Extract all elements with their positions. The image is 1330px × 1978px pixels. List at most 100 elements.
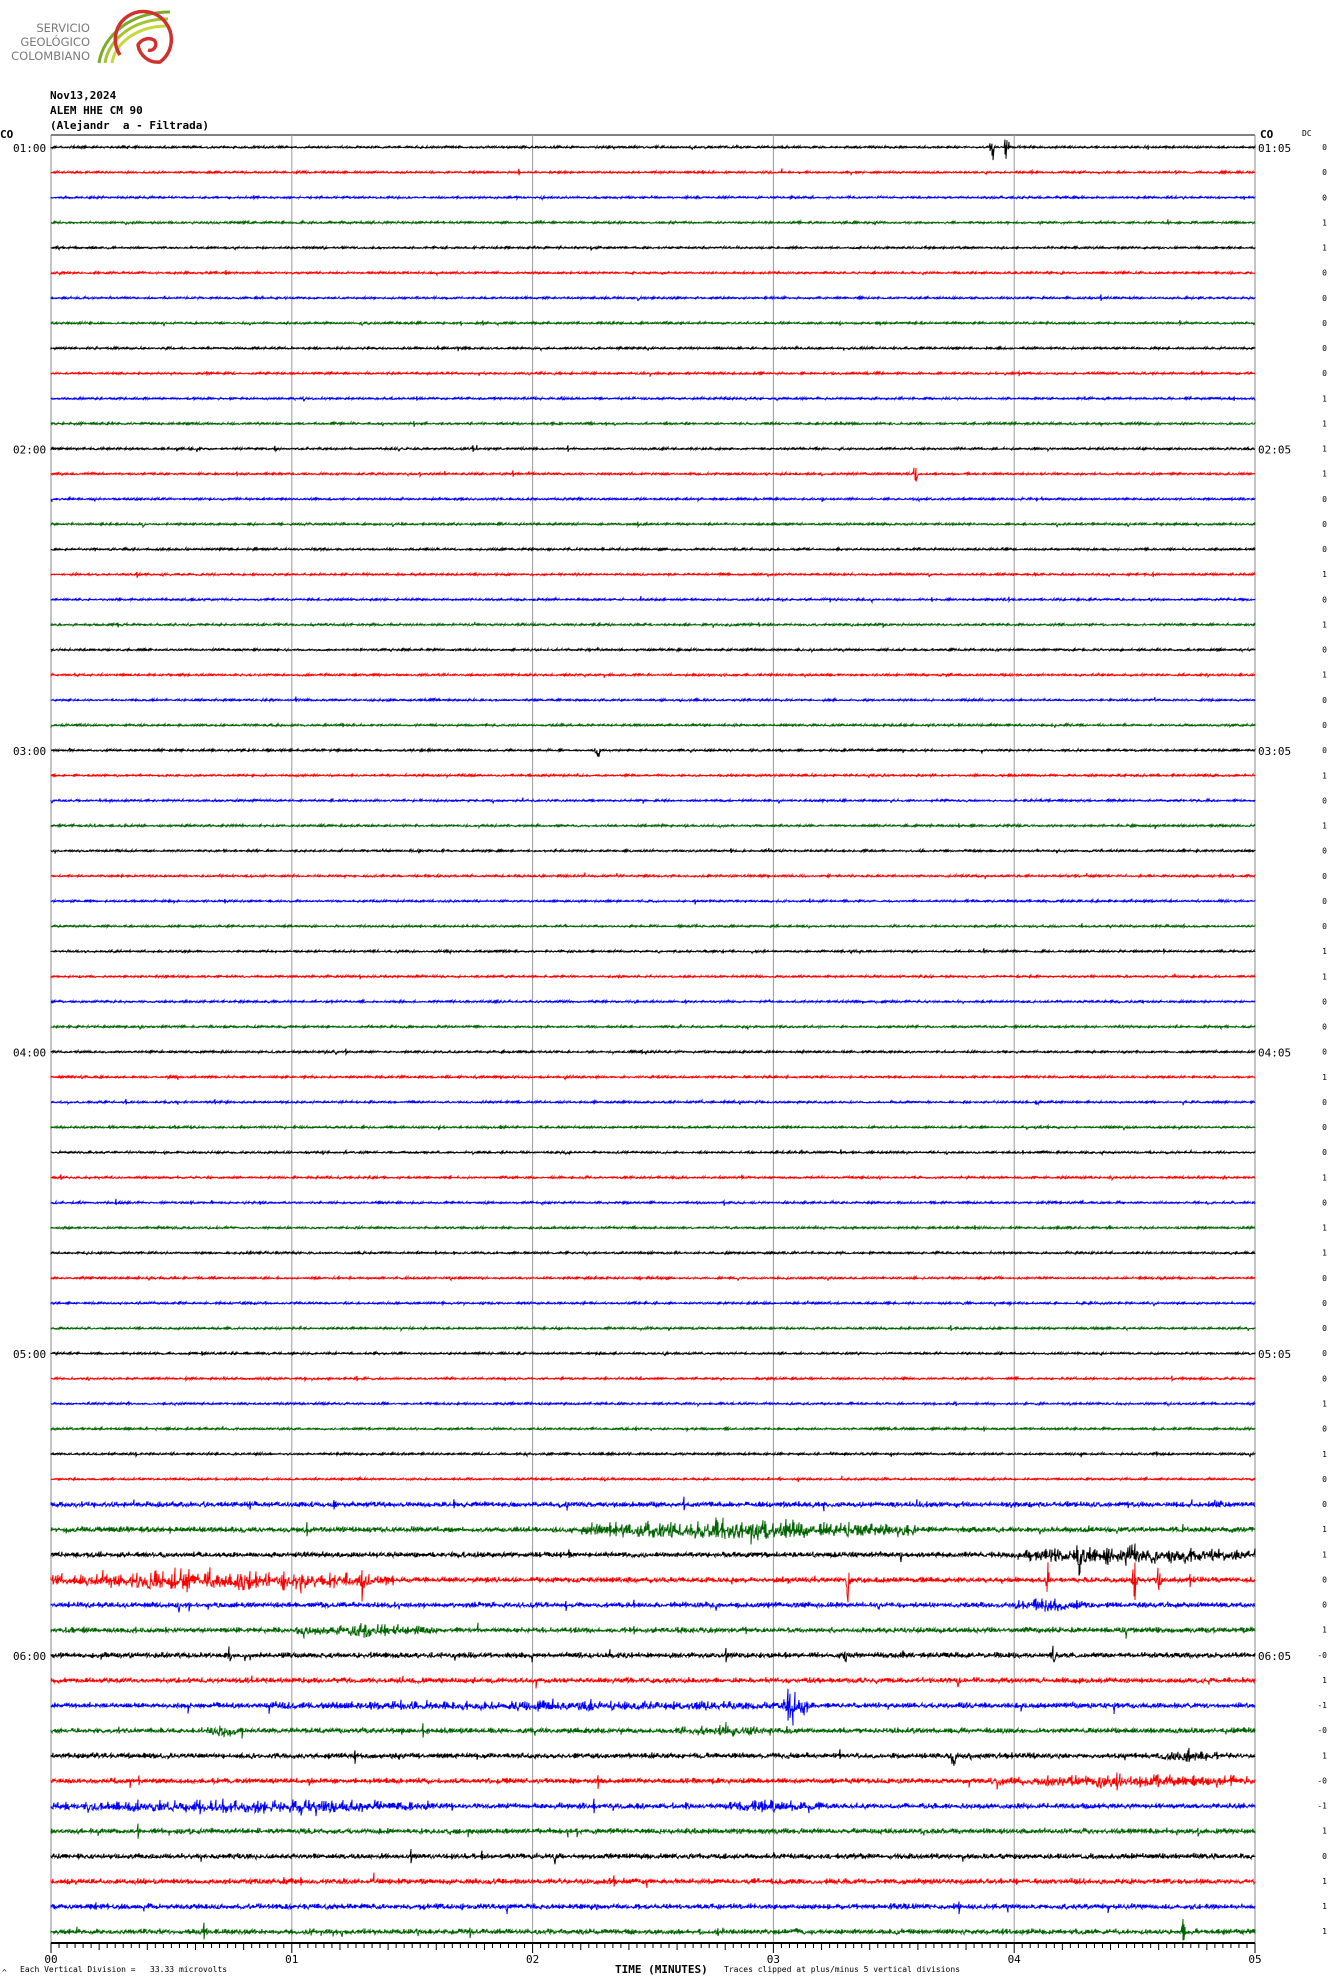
dc-offset-value: 1 xyxy=(1322,1249,1327,1258)
dc-offset-value: 0 xyxy=(1322,495,1327,504)
trace-row-46 xyxy=(50,1274,1256,1282)
trace-row-52 xyxy=(50,1425,1256,1433)
dc-offset-value: 1 xyxy=(1322,394,1327,403)
dc-offset-value: 0 xyxy=(1322,1575,1327,1584)
trace-row-34 xyxy=(50,973,1256,980)
dc-offset-value: 0 xyxy=(1322,696,1327,705)
dc-offset-value: 0 xyxy=(1322,796,1327,805)
date-label: Nov13,2024 xyxy=(50,89,117,102)
trace-row-67 xyxy=(50,1798,1256,1817)
trace-row-3 xyxy=(50,194,1256,202)
hour-label-left: 02:00 xyxy=(13,444,46,457)
logo-line-3: COLOMBIANO xyxy=(11,49,90,63)
trace-row-14 xyxy=(50,467,1256,482)
dc-offset-value: 0 xyxy=(1322,1349,1327,1358)
trace-row-47 xyxy=(50,1299,1256,1307)
trace-row-69 xyxy=(50,1848,1256,1865)
dc-offset-value: 1 xyxy=(1322,1450,1327,1459)
dc-offset-value: 0 xyxy=(1322,1148,1327,1157)
hour-label-left: 03:00 xyxy=(13,745,46,758)
trace-row-26 xyxy=(50,772,1256,779)
hour-label-left: 06:00 xyxy=(13,1650,46,1663)
trace-row-42 xyxy=(50,1174,1256,1182)
dc-offset-value: 0 xyxy=(1322,1601,1327,1610)
trace-row-27 xyxy=(50,797,1256,805)
dc-offset-value: 0 xyxy=(1322,269,1327,278)
x-tick-label: 02 xyxy=(526,1953,539,1966)
x-axis: 00 01 02 03 04 05 xyxy=(44,1942,1262,1966)
trace-row-54 xyxy=(50,1475,1256,1483)
trace-row-35 xyxy=(50,998,1256,1005)
dc-offset-value: -0 xyxy=(1317,1726,1327,1735)
trace-row-22 xyxy=(50,671,1256,679)
dc-offset-value: 1 xyxy=(1322,822,1327,831)
trace-row-65 xyxy=(50,1747,1256,1766)
dc-offset-value: 1 xyxy=(1322,771,1327,780)
trace-row-15 xyxy=(50,495,1256,503)
dc-offset-value: 0 xyxy=(1322,872,1327,881)
dc-offset-value: 1 xyxy=(1322,1400,1327,1409)
x-tick-label: 03 xyxy=(767,1953,780,1966)
dc-offset-value: 1 xyxy=(1322,570,1327,579)
dc-offset-value: 0 xyxy=(1322,1852,1327,1861)
trace-row-48 xyxy=(50,1324,1256,1333)
trace-row-28 xyxy=(50,822,1256,830)
hour-label-right: 04:05 xyxy=(1258,1047,1291,1060)
dc-offset-value: 1 xyxy=(1322,671,1327,680)
x-tick-label: 01 xyxy=(285,1953,298,1966)
trace-row-44 xyxy=(50,1224,1256,1231)
dc-offset-value: 0 xyxy=(1322,897,1327,906)
trace-row-21 xyxy=(50,646,1256,654)
dc-offset-value: 0 xyxy=(1322,746,1327,755)
trace-row-70 xyxy=(50,1872,1256,1888)
trace-row-12 xyxy=(50,420,1256,428)
trace-row-68 xyxy=(50,1823,1256,1839)
dc-offset-value: 0 xyxy=(1322,646,1327,655)
dc-offset-value: 1 xyxy=(1322,1927,1327,1936)
dc-offset-value: 0 xyxy=(1322,595,1327,604)
x-tick-label: 04 xyxy=(1008,1953,1022,1966)
trace-row-2 xyxy=(50,168,1256,176)
corner-mark: ^ xyxy=(2,1968,7,1977)
x-tick-label: 00 xyxy=(44,1953,57,1966)
dc-offset-value: 0 xyxy=(1322,1048,1327,1057)
dc-offset-value: 0 xyxy=(1322,922,1327,931)
network-right: CO xyxy=(1260,128,1274,141)
trace-row-10 xyxy=(50,369,1256,377)
trace-row-32 xyxy=(50,922,1256,930)
trace-row-16 xyxy=(50,520,1256,529)
trace-row-38 xyxy=(50,1073,1256,1081)
dc-offset-value: 0 xyxy=(1322,1374,1327,1383)
x-axis-title: TIME (MINUTES) xyxy=(615,1963,708,1976)
vertical-division-note: Each Vertical Division = 33.33 microvolt… xyxy=(20,1965,227,1974)
trace-row-57 xyxy=(50,1543,1256,1576)
dc-header: DC xyxy=(1302,129,1312,138)
dc-offset-value: 0 xyxy=(1322,721,1327,730)
trace-row-5 xyxy=(50,244,1256,252)
minute-gridlines xyxy=(291,135,1015,1943)
trace-row-41 xyxy=(50,1148,1256,1157)
dc-offset-value: 1 xyxy=(1322,1073,1327,1082)
trace-row-63 xyxy=(50,1688,1256,1726)
plot-frame xyxy=(50,134,1256,1943)
dc-offset-value: 0 xyxy=(1322,1324,1327,1333)
logo-arc-inner xyxy=(110,24,167,64)
trace-row-64 xyxy=(50,1722,1256,1739)
trace-row-9 xyxy=(50,345,1256,352)
dc-offset-value: 1 xyxy=(1322,1902,1327,1911)
dc-offset-value: 1 xyxy=(1322,1173,1327,1182)
trace-row-7 xyxy=(50,294,1256,302)
dc-offset-value: 0 xyxy=(1322,1299,1327,1308)
trace-row-39 xyxy=(50,1098,1256,1107)
trace-row-71 xyxy=(50,1901,1256,1915)
trace-row-11 xyxy=(50,395,1256,402)
logo-spiral-icon xyxy=(113,9,174,64)
trace-row-59 xyxy=(50,1598,1256,1613)
dc-offset-value: 1 xyxy=(1322,1626,1327,1635)
trace-row-23 xyxy=(50,696,1256,703)
dc-offset-value: 1 xyxy=(1322,1525,1327,1534)
dc-offset-value: 1 xyxy=(1322,1224,1327,1233)
trace-row-18 xyxy=(50,571,1256,578)
trace-row-36 xyxy=(50,1023,1256,1031)
